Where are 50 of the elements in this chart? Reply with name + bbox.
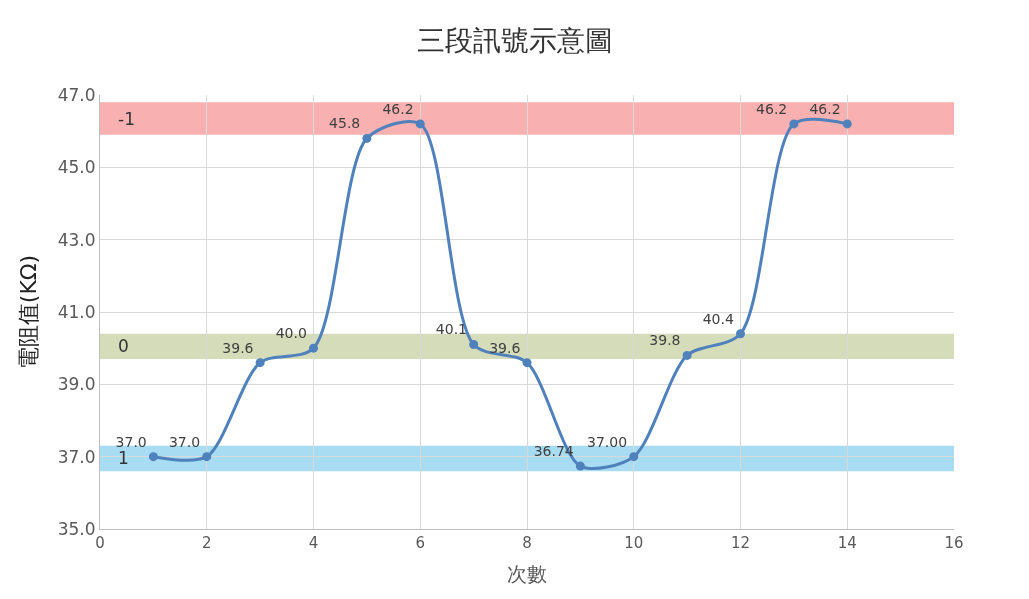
y-axis-title: 電阻值(KΩ): [15, 254, 41, 370]
y-tick-label: 41.0: [57, 301, 96, 322]
data-label: 39.6: [489, 339, 521, 356]
data-label: 40.4: [702, 310, 734, 327]
y-tick-label: 43.0: [57, 229, 96, 250]
x-tick-label: 6: [415, 534, 426, 552]
y-tick-label: 35.0: [57, 518, 96, 539]
x-tick-label: 2: [201, 534, 212, 552]
data-label: 46.2: [382, 100, 414, 117]
point: [255, 358, 265, 368]
x-axis-title: 次數: [507, 561, 547, 586]
x-tick-label: 0: [95, 534, 105, 552]
point: [522, 358, 532, 368]
point: [842, 119, 852, 129]
point: [682, 350, 692, 360]
band-label: 0: [118, 336, 129, 356]
y-tick-label: 45.0: [57, 157, 96, 178]
data-label: 39.6: [222, 339, 254, 356]
point: [148, 452, 158, 462]
point: [629, 452, 639, 462]
x-tick-label: 16: [944, 534, 964, 552]
data-label: 36.74: [533, 442, 574, 459]
point: [202, 452, 212, 462]
data-label: 40.1: [435, 321, 468, 338]
x-tick-label: 10: [624, 534, 644, 552]
point: [789, 119, 799, 129]
data-label: 40.0: [275, 325, 307, 342]
x-tick-label: 14: [837, 534, 857, 552]
data-label: 37.0: [115, 433, 147, 450]
point: [362, 133, 372, 143]
point: [415, 119, 425, 129]
chart-title: 三段訊號示意圖: [416, 23, 613, 57]
data-label: 37.00: [587, 433, 628, 450]
x-tick-label: 12: [730, 534, 751, 552]
y-tick-label: 39.0: [57, 374, 96, 395]
data-label: 37.0: [168, 433, 201, 450]
data-label: 39.8: [649, 332, 681, 349]
point: [469, 340, 479, 350]
point: [736, 329, 745, 339]
data-label: 46.2: [756, 100, 788, 117]
data-label: 45.8: [329, 115, 361, 132]
y-tick-label: 47.0: [57, 84, 96, 105]
point: [575, 461, 585, 471]
y-tick-label: 37.0: [57, 446, 96, 467]
x-tick-label: 8: [522, 534, 532, 552]
band-label: 1: [118, 448, 129, 468]
data-label: 46.2: [809, 100, 841, 117]
point: [309, 343, 318, 353]
band-label: -1: [118, 109, 135, 129]
x-tick-label: 4: [308, 534, 319, 552]
